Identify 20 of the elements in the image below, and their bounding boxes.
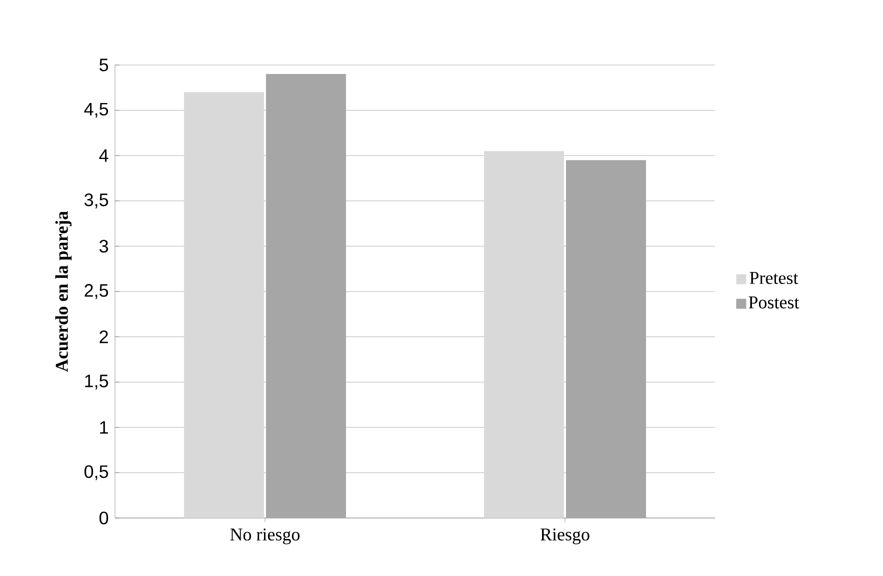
legend-label: Pretest	[750, 272, 798, 284]
y-tick-label: 0,5	[84, 465, 108, 480]
bar	[184, 92, 264, 518]
y-tick-label: 4	[99, 149, 108, 162]
y-tick-label: 3,5	[84, 193, 108, 208]
y-tick-label: 0	[99, 512, 108, 524]
bar	[484, 151, 564, 518]
y-tick-label: 2,5	[84, 284, 108, 299]
y-tick-label: 4,5	[84, 102, 108, 118]
y-tick-label: 5	[100, 58, 108, 72]
y-tick-label: 1	[100, 421, 108, 434]
legend-label: Postest	[748, 296, 800, 308]
y-tick-label: 3	[99, 240, 108, 253]
y-axis-title: Acuerdo en la pareja	[55, 211, 72, 372]
x-tick-label: No riesgo	[230, 528, 300, 544]
y-tick-label: 1,5	[85, 374, 108, 390]
x-tick-label: Riesgo	[540, 528, 590, 544]
bar	[266, 74, 346, 518]
bar	[566, 160, 646, 518]
y-tick-label: 2	[100, 330, 108, 344]
